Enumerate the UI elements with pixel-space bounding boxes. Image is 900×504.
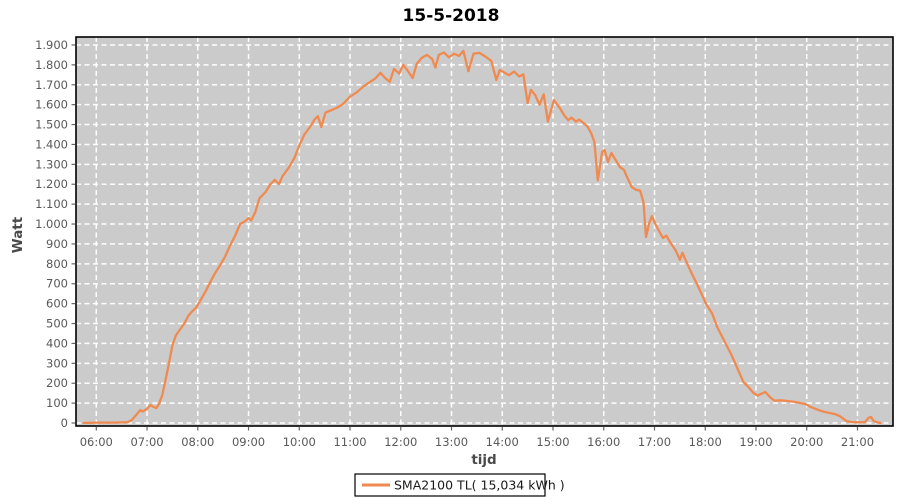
y-tick-label: 1.300: [35, 157, 68, 171]
plot-background: [76, 37, 893, 426]
y-tick-label: 1.200: [35, 177, 68, 191]
power-series-line: [82, 49, 882, 425]
y-tick-label: 1.700: [35, 78, 68, 92]
y-axis-label: Watt: [10, 216, 26, 253]
y-tick-label: 700: [46, 277, 68, 291]
x-tick-label: 15:00: [536, 435, 569, 449]
axis-ticks: [71, 44, 859, 431]
legend-label: SMA2100 TL( 15,034 kWh ): [394, 478, 565, 493]
y-tick-label: 300: [46, 356, 68, 370]
x-tick-label: 20:00: [790, 435, 823, 449]
y-tick-label: 1.100: [35, 197, 68, 211]
chart-title: 15-5-2018: [403, 6, 500, 26]
x-tick-label: 12:00: [384, 435, 417, 449]
x-tick-label: 17:00: [638, 435, 671, 449]
y-tick-label: 900: [46, 237, 68, 251]
x-axis-label: tijd: [471, 452, 496, 468]
x-tick-label: 13:00: [435, 435, 468, 449]
legend-box: [354, 473, 546, 497]
x-tick-label: 11:00: [333, 435, 366, 449]
y-tick-label: 1.800: [35, 58, 68, 72]
x-tick-label: 10:00: [283, 435, 316, 449]
gridlines: [76, 37, 893, 426]
x-tick-label: 18:00: [689, 435, 722, 449]
y-tick-label: 500: [46, 317, 68, 331]
x-tick-label: 21:00: [841, 435, 874, 449]
y-tick-label: 400: [46, 336, 68, 350]
y-tick-label: 1.500: [35, 118, 68, 132]
plot-border: [75, 36, 894, 427]
y-tick-label: 600: [46, 297, 68, 311]
y-tick-label: 0: [61, 416, 68, 430]
x-tick-label: 19:00: [739, 435, 772, 449]
x-tick-label: 06:00: [80, 435, 113, 449]
y-tick-label: 1.000: [35, 217, 68, 231]
x-tick-label: 14:00: [486, 435, 519, 449]
y-tick-label: 1.900: [35, 38, 68, 52]
x-tick-label: 07:00: [130, 435, 163, 449]
y-tick-label: 1.400: [35, 137, 68, 151]
y-tick-label: 800: [46, 257, 68, 271]
x-tick-label: 08:00: [181, 435, 214, 449]
y-tick-label: 1.600: [35, 98, 68, 112]
y-tick-label: 100: [46, 396, 68, 410]
y-tick-label: 200: [46, 376, 68, 390]
x-tick-label: 16:00: [587, 435, 620, 449]
legend: SMA2100 TL( 15,034 kWh ): [354, 473, 565, 497]
x-tick-label: 09:00: [232, 435, 265, 449]
axis-tick-labels: 0 100 200 300 400 500 600 700 800 900 1.000 1.100 1.…: [35, 38, 874, 449]
